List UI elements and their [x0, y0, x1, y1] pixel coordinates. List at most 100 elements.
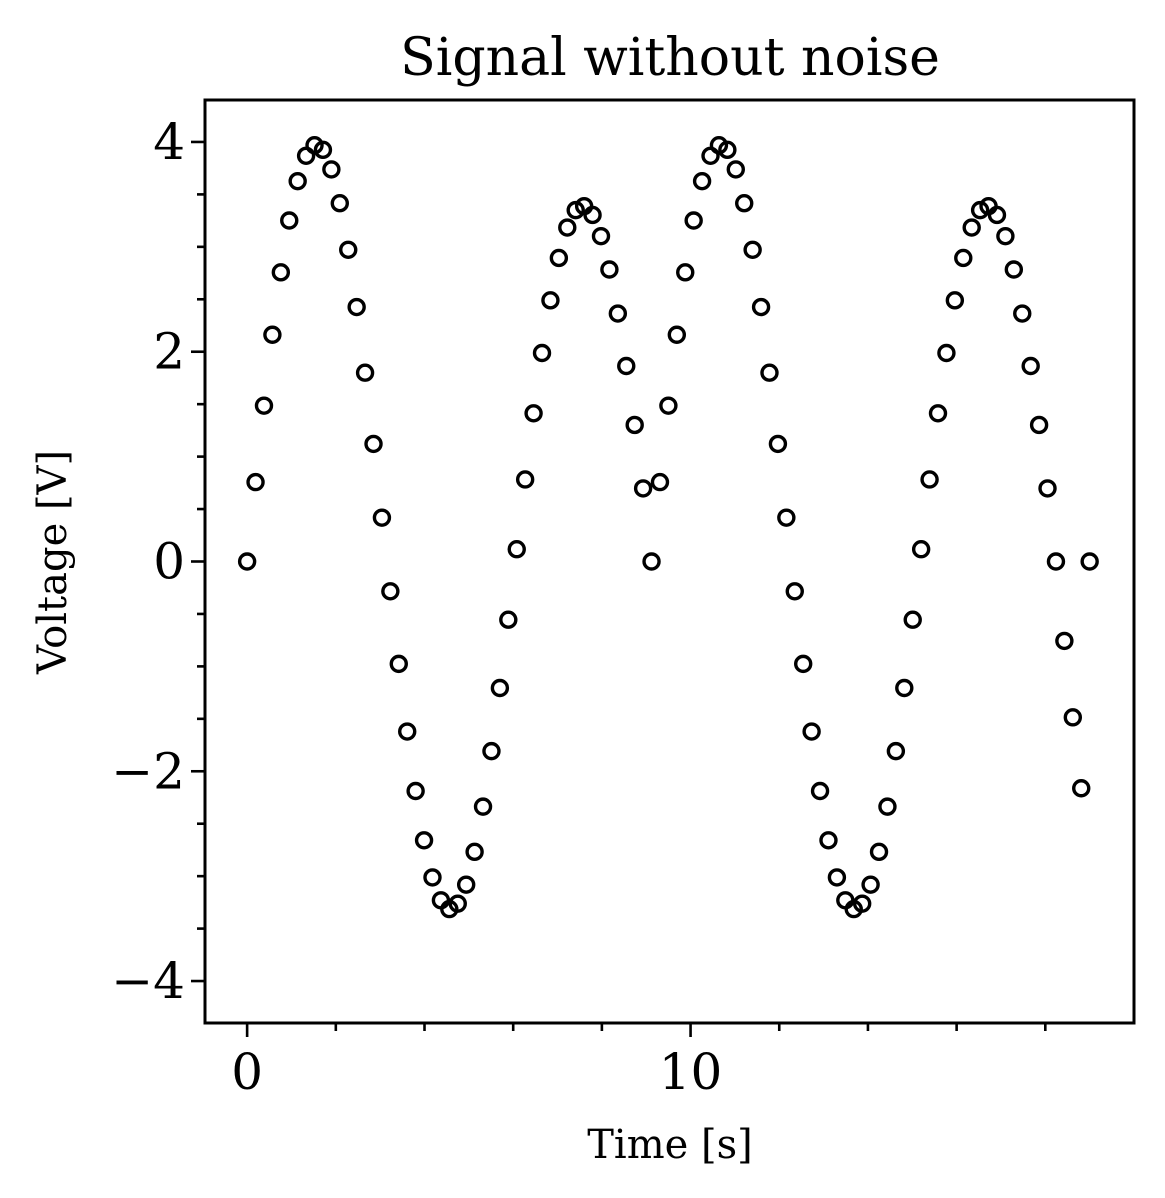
data-point: [945, 291, 965, 310]
data-point: [473, 797, 493, 816]
data-point: [456, 875, 476, 894]
data-point: [810, 781, 830, 801]
y-tick-label: 2: [153, 323, 185, 381]
data-point: [684, 211, 703, 230]
plot-area: [203, 98, 1136, 1025]
data-point: [903, 610, 922, 629]
y-axis-label: Voltage [V]: [30, 450, 76, 675]
data-point: [490, 678, 510, 698]
data-point: [322, 160, 341, 179]
data-point: [1038, 479, 1057, 498]
data-point: [389, 654, 408, 674]
data-point: [954, 248, 973, 268]
data-point: [271, 263, 291, 282]
data-point: [768, 434, 788, 454]
data-point: [313, 140, 333, 160]
data-point: [246, 472, 265, 492]
data-point: [996, 226, 1015, 246]
data-point: [1080, 552, 1099, 571]
data-point: [600, 260, 619, 279]
data-point: [372, 508, 392, 527]
data-point: [398, 722, 417, 741]
data-point: [583, 205, 602, 225]
data-point: [608, 304, 628, 323]
data-point: [987, 205, 1007, 225]
data-point: [650, 472, 670, 492]
data-point: [1046, 552, 1066, 571]
data-point: [794, 654, 813, 674]
data-point: [263, 325, 282, 344]
data-point: [928, 404, 948, 423]
data-point: [347, 297, 366, 317]
chart-title: Signal without noise: [400, 28, 940, 88]
data-point: [895, 678, 914, 698]
data-point: [819, 831, 838, 850]
data-point: [532, 343, 552, 363]
data-point: [911, 540, 931, 559]
data-point: [1004, 260, 1024, 279]
data-point: [364, 434, 383, 454]
x-tick-label: 0: [231, 1043, 263, 1101]
data-point: [355, 363, 375, 382]
data-point: [330, 194, 349, 213]
data-point: [482, 741, 501, 761]
data-point: [549, 248, 569, 268]
data-point: [288, 171, 307, 191]
data-point: [852, 894, 872, 913]
data-point: [659, 396, 678, 415]
axes-frame: [203, 98, 1136, 1025]
data-point: [254, 396, 274, 415]
data-point: [718, 140, 737, 160]
data-point: [237, 552, 257, 571]
data-point: [642, 552, 661, 571]
data-point: [1072, 779, 1091, 798]
data-point: [414, 831, 434, 850]
data-point: [751, 297, 771, 317]
data-point: [507, 540, 526, 559]
data-point: [878, 797, 897, 816]
data-point: [785, 582, 804, 601]
data-point: [499, 610, 518, 629]
data-point: [541, 291, 560, 310]
data-point: [802, 722, 821, 741]
data-point: [1055, 631, 1074, 651]
data-point: [869, 842, 889, 862]
data-series-markers: [237, 136, 1099, 919]
data-point: [558, 218, 577, 237]
data-point: [1029, 415, 1049, 435]
data-point: [743, 240, 762, 259]
data-point: [676, 263, 695, 282]
x-axis-label: Time [s]: [587, 1122, 753, 1168]
y-tick-label: 4: [153, 113, 185, 171]
x-axis-ticks: 0 10: [231, 1023, 1047, 1101]
data-point: [667, 325, 687, 344]
data-point: [827, 868, 847, 887]
data-point: [920, 470, 939, 489]
data-point: [591, 226, 611, 246]
data-point: [1013, 304, 1032, 323]
data-point: [381, 582, 400, 601]
y-tick-label: 0: [153, 533, 185, 591]
x-tick-label: 10: [659, 1043, 723, 1101]
data-point: [886, 741, 906, 761]
data-point: [962, 218, 981, 237]
data-point: [861, 875, 880, 894]
data-point: [280, 211, 299, 230]
data-point: [515, 470, 535, 489]
data-point: [339, 240, 358, 259]
y-tick-label: −4: [111, 952, 185, 1010]
y-axis-ticks: −4 −2 0 2 4: [111, 113, 205, 1010]
data-point: [692, 171, 712, 191]
data-point: [777, 508, 796, 527]
data-point: [633, 479, 653, 498]
data-point: [735, 194, 754, 213]
data-point: [1063, 708, 1083, 727]
data-point: [465, 842, 484, 862]
y-tick-label: −2: [111, 742, 185, 800]
data-point: [625, 415, 644, 435]
data-point: [1021, 356, 1040, 376]
data-point: [448, 894, 467, 913]
data-point: [406, 781, 425, 801]
data-point: [760, 363, 779, 382]
